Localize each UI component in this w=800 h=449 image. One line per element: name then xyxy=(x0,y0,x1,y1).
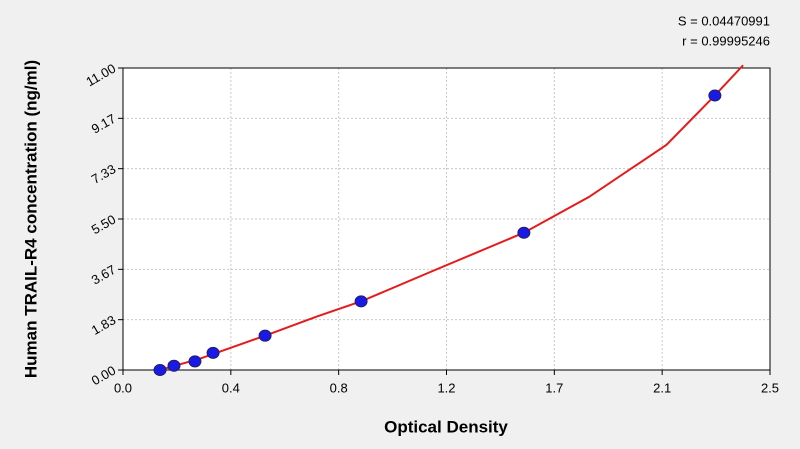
stat-r: r = 0.99995246 xyxy=(682,33,770,48)
data-point xyxy=(167,359,181,372)
data-point xyxy=(354,295,368,308)
y-tick-label: 7.33 xyxy=(89,161,118,187)
y-tick-label: 3.67 xyxy=(89,262,118,288)
y-tick-label: 11.00 xyxy=(83,61,118,90)
x-tick-label: 0.8 xyxy=(330,380,348,395)
y-tick-label: 9.17 xyxy=(89,111,118,137)
fit-curve xyxy=(159,64,744,371)
x-tick-label: 0.0 xyxy=(114,380,132,395)
data-point xyxy=(258,329,272,342)
y-tick-label: 5.50 xyxy=(89,212,118,238)
x-tick-label: 1.7 xyxy=(545,380,563,395)
plot-frame xyxy=(122,67,771,371)
data-point xyxy=(708,89,722,102)
data-point xyxy=(206,346,220,359)
data-point xyxy=(153,364,167,376)
plot-area xyxy=(123,68,770,370)
stat-s: S = 0.04470991 xyxy=(678,13,770,28)
data-point xyxy=(517,226,531,239)
x-tick-label: 2.5 xyxy=(761,380,779,395)
x-tick-label: 0.4 xyxy=(222,380,240,395)
x-tick-label: 2.1 xyxy=(653,380,671,395)
y-tick-label: 1.83 xyxy=(89,312,118,338)
data-point xyxy=(188,355,202,368)
x-tick-label: 1.2 xyxy=(437,380,455,395)
x-axis-label: Optical Density xyxy=(384,417,508,436)
y-axis-label: Human TRAIL-R4 concentration (ng/ml) xyxy=(21,60,40,378)
